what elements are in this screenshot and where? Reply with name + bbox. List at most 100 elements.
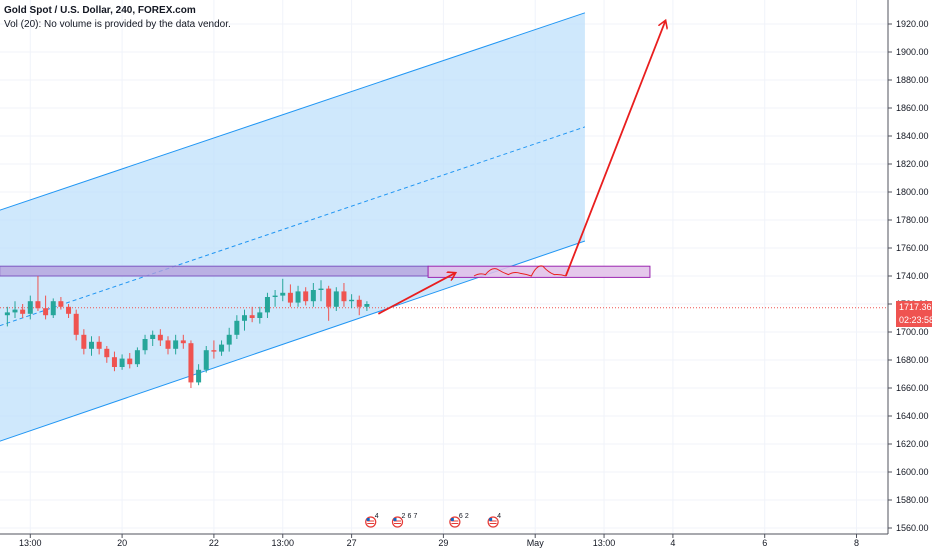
candle <box>280 278 286 302</box>
candle-body <box>43 308 49 316</box>
y-tick-label: 1740.00 <box>896 271 929 281</box>
candle <box>66 304 72 318</box>
candle-body <box>27 301 33 314</box>
candle-body <box>173 340 179 349</box>
bar-countdown-label: 02:23:58 <box>896 314 932 328</box>
y-tick-label: 1600.00 <box>896 467 929 477</box>
candle <box>318 280 324 302</box>
channel-fill[interactable] <box>0 12 585 442</box>
candle-body <box>287 292 293 303</box>
candle-body <box>280 292 286 296</box>
y-tick-label: 1860.00 <box>896 103 929 113</box>
channel-median-line[interactable] <box>0 126 586 327</box>
candle-body <box>127 358 133 365</box>
y-tick-label: 1640.00 <box>896 411 929 421</box>
candle-body <box>165 340 171 349</box>
candle-body <box>203 350 209 370</box>
y-tick-label: 1660.00 <box>896 383 929 393</box>
candle-body <box>272 295 278 297</box>
flag-canton <box>489 518 493 521</box>
y-tick-label: 1900.00 <box>896 47 929 57</box>
candle <box>50 298 56 318</box>
candle <box>272 290 278 307</box>
candle <box>234 315 240 339</box>
candle <box>295 285 301 307</box>
event-count-label: 7 <box>414 513 418 520</box>
candle-body <box>50 301 56 316</box>
y-tick-label: 1880.00 <box>896 75 929 85</box>
candle <box>119 354 125 370</box>
price-zones[interactable] <box>0 265 651 278</box>
candle <box>257 306 263 324</box>
candle <box>188 340 194 388</box>
candle-body <box>89 341 94 349</box>
candle-body <box>111 357 117 367</box>
candle <box>310 283 316 307</box>
consolidation-wave[interactable] <box>473 265 566 277</box>
candle-body <box>142 339 148 351</box>
candle-body <box>73 313 79 335</box>
y-tick-label: 1820.00 <box>896 159 929 169</box>
projection-arrow[interactable] <box>564 21 665 277</box>
y-tick-label: 1780.00 <box>896 215 929 225</box>
candle-body <box>188 343 194 383</box>
candle-body <box>318 288 324 290</box>
candle <box>20 304 26 318</box>
candle-body <box>310 290 316 302</box>
candle <box>326 285 332 321</box>
candle-body <box>303 291 309 302</box>
candle-body <box>20 309 26 314</box>
event-count-label: 6 <box>459 513 463 520</box>
event-count-label: 6 <box>408 513 412 520</box>
candle <box>219 340 225 356</box>
event-marker[interactable]: 4 <box>487 513 501 528</box>
channel-upper-line[interactable] <box>0 12 586 211</box>
candle <box>73 309 79 341</box>
candle <box>81 329 87 355</box>
candle-body <box>257 312 263 318</box>
candle-body <box>242 315 247 321</box>
candle-body <box>349 299 355 302</box>
candle-body <box>35 301 41 309</box>
candle <box>364 301 370 311</box>
event-count-label: 4 <box>375 513 379 520</box>
candle <box>196 364 202 386</box>
event-marker[interactable]: 4 <box>365 513 379 528</box>
price-axis[interactable] <box>888 0 932 550</box>
candle-body <box>211 350 217 352</box>
candle-body <box>333 291 339 307</box>
candle <box>35 276 41 311</box>
x-tick-label: 13:00 <box>271 538 294 548</box>
x-tick-label: 27 <box>347 538 357 548</box>
flag-canton <box>366 518 370 521</box>
projection-arrow[interactable] <box>377 273 455 315</box>
time-axis[interactable] <box>0 534 932 550</box>
volume-legend[interactable]: Vol (20): No volume is provided by the d… <box>4 19 231 30</box>
resistance-zone[interactable] <box>0 265 429 277</box>
symbol-title[interactable]: Gold Spot / U.S. Dollar, 240, FOREX.com <box>4 5 196 16</box>
candle-body <box>104 348 110 358</box>
x-tick-label: 29 <box>438 538 448 548</box>
y-tick-label: 1580.00 <box>896 495 929 505</box>
candlestick-series <box>4 276 370 388</box>
candle <box>165 336 171 355</box>
y-tick-label: 1620.00 <box>896 439 929 449</box>
x-tick-label: 13:00 <box>593 538 616 548</box>
projected-zone[interactable] <box>427 265 651 278</box>
flag-canton <box>450 518 454 521</box>
candle <box>27 295 33 320</box>
x-tick-label: 20 <box>117 538 127 548</box>
candle <box>111 351 117 372</box>
drawing-arrows[interactable] <box>377 21 665 315</box>
candle-body <box>364 304 370 307</box>
candle <box>249 306 255 323</box>
candle <box>104 346 110 363</box>
candle-body <box>264 297 270 313</box>
parallel-channel[interactable] <box>0 12 586 442</box>
candle <box>303 287 309 306</box>
